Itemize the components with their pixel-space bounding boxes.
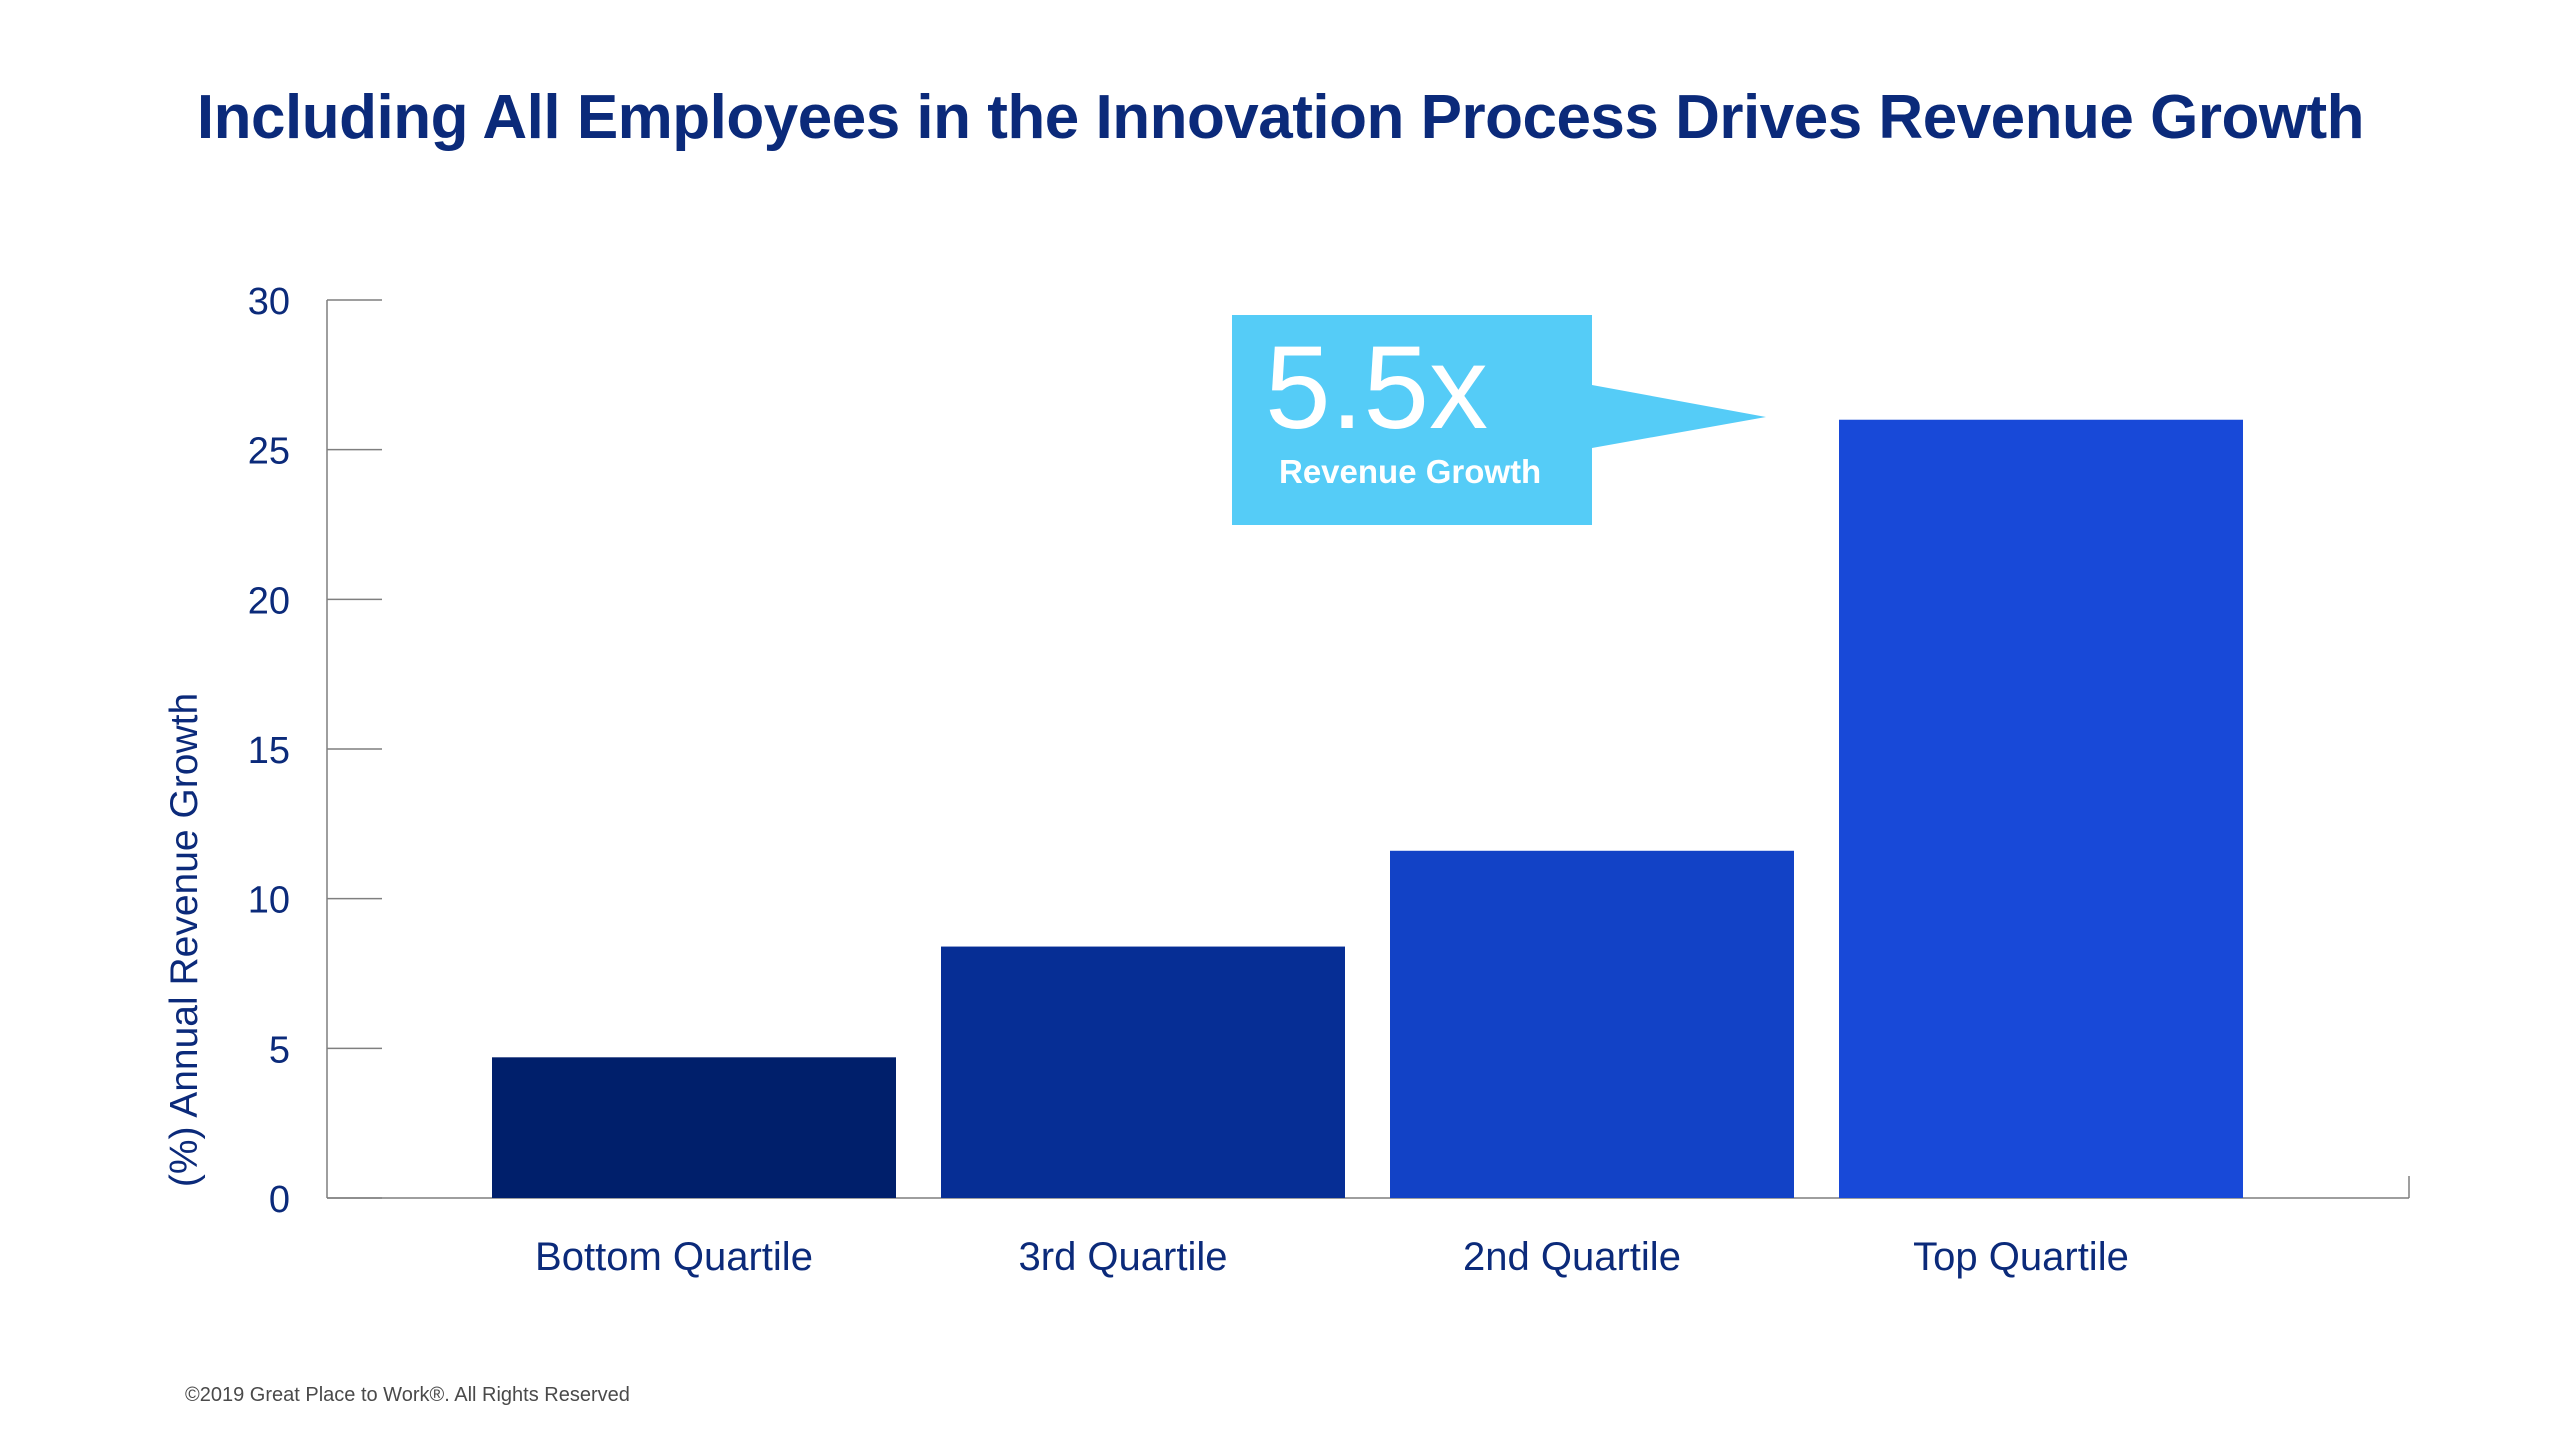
bar [492,1057,896,1198]
x-tick-label: 2nd Quartile [1463,1235,1681,1279]
y-tick-label: 15 [248,730,290,772]
x-tick-label: Top Quartile [1913,1235,2129,1279]
y-tick-label: 30 [248,281,290,323]
y-tick-label: 5 [269,1029,290,1071]
copyright-footer: ©2019 Great Place to Work®. All Rights R… [185,1384,630,1406]
y-tick-label: 10 [248,880,290,922]
x-tick-label: Bottom Quartile [535,1235,813,1279]
x-tick-labels: Bottom Quartile 3rd Quartile 2nd Quartile T… [535,1235,2129,1279]
bar [941,946,1345,1198]
callout-caption: Revenue Growth [1279,453,1541,490]
chart-bars [492,419,2243,1198]
y-tick-labels: 0 5 10 15 20 25 30 [248,281,290,1221]
callout-box [1232,315,1766,525]
growth-callout: 5.5x Revenue Growth [1232,315,1766,525]
y-tick-label: 25 [248,431,290,473]
x-tick-label: 3rd Quartile [1019,1235,1228,1279]
y-tick-label: 0 [269,1179,290,1221]
page-title: Including All Employees in the Innovatio… [196,83,2365,152]
y-tick-label: 20 [248,580,290,622]
bar [1390,850,1794,1198]
y-axis-label: (%) Annual Revenue Growth [163,693,206,1187]
bar [1839,419,2243,1198]
callout-multiplier: 5.5x [1265,322,1488,454]
